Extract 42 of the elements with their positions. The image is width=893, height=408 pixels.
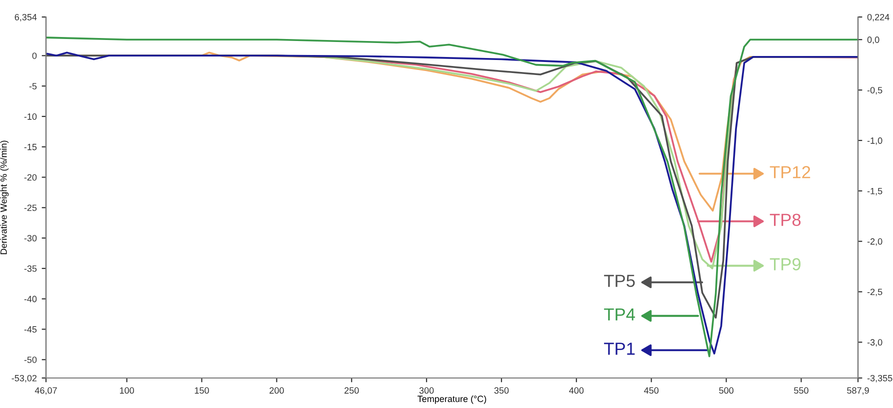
x-tick-label: 100 xyxy=(120,387,134,394)
y-tick-label: -5 xyxy=(29,83,37,90)
y2-tick-label: 0,224 xyxy=(867,14,890,22)
y-tick-label: -30 xyxy=(24,235,37,242)
y2-tick-label: -2,5 xyxy=(867,288,882,296)
y2-tick-label: -0,5 xyxy=(867,86,882,94)
annotation: TP12 xyxy=(770,166,810,178)
x-tick-label: 450 xyxy=(644,387,659,394)
y-tick-label: -50 xyxy=(24,356,37,363)
y-tick-label: 0 xyxy=(32,52,37,59)
y-tick-label: -40 xyxy=(24,296,37,302)
y-tick-label: -15 xyxy=(24,144,37,150)
x-tick-label: 150 xyxy=(194,387,209,394)
x-tick-label: 587,9 xyxy=(847,387,869,395)
y2-tick-label: 0,0 xyxy=(867,36,880,44)
annotation: TP4 xyxy=(604,308,636,320)
x-tick-label: 250 xyxy=(344,387,359,394)
annotation: TP5 xyxy=(604,274,635,287)
y2-tick-label: -3,0 xyxy=(867,339,882,347)
y2-tick-label: -1,0 xyxy=(867,137,882,145)
y-tick-label: -10 xyxy=(24,113,37,120)
x-tick-label: 46,07 xyxy=(34,387,57,395)
x-tick-label: 200 xyxy=(270,387,284,394)
y-tick-label: -20 xyxy=(24,174,37,181)
annotation: TP8 xyxy=(770,214,801,226)
x-tick-label: 500 xyxy=(719,387,734,394)
y2-tick-label: -3,355 xyxy=(867,374,892,382)
x-tick-label: 350 xyxy=(494,387,509,394)
x-tick-label: 550 xyxy=(794,387,808,394)
y-axis-title: Derivative Weight % (%/min) xyxy=(0,140,9,254)
y2-tick-label: -1,5 xyxy=(867,188,882,196)
y-tick-label: -35 xyxy=(24,265,37,272)
annotation: TP9 xyxy=(770,258,801,270)
y2-tick-label: -2,0 xyxy=(867,238,882,246)
y-tick-label: -53,02 xyxy=(12,374,37,382)
y-tick-label: -25 xyxy=(24,204,37,211)
y-tick-label: -45 xyxy=(24,326,37,333)
x-axis-title: Temperature (°C) xyxy=(418,395,486,404)
x-tick-label: 400 xyxy=(569,387,584,394)
x-tick-label: 300 xyxy=(419,387,434,394)
y-tick-label: 6,354 xyxy=(14,14,37,22)
annotation: TP1 xyxy=(604,342,635,355)
